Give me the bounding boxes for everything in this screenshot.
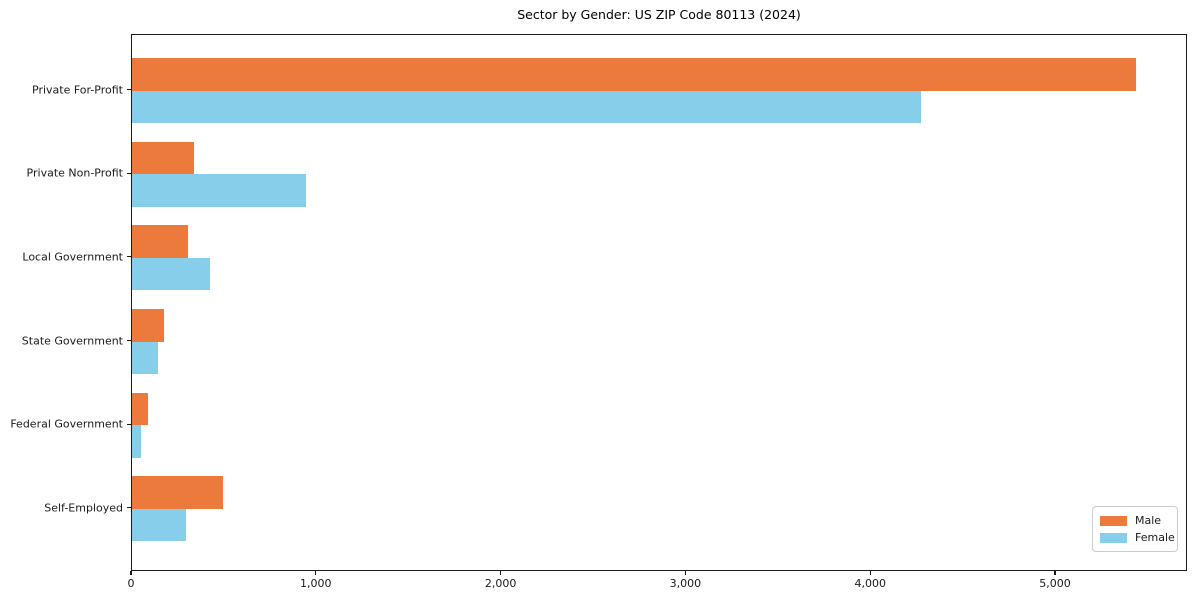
bar-male-private-non-profit [132,141,194,175]
y-tick-label-self-employed: Self-Employed [44,501,123,515]
legend-label-female: Female [1135,531,1175,544]
male-color-swatch [1100,515,1127,526]
bar-male-self-employed [132,476,223,509]
chart-title: Sector by Gender: US ZIP Code 80113 (202… [517,7,801,22]
y-tick-private-for-profit [127,89,131,91]
legend: Male Female [1092,506,1178,552]
legend-label-male: Male [1135,514,1162,527]
x-tick-label-1000: 1,000 [300,577,332,590]
bar-male-federal-government [132,392,148,426]
x-tick-5000 [1054,571,1056,575]
x-tick-label-2000: 2,000 [484,577,517,590]
bar-female-self-employed [132,508,186,542]
x-tick-label-4000: 4,000 [854,577,886,590]
bar-male-local-government [132,225,189,258]
x-tick-label-5000: 5,000 [1039,577,1071,590]
bar-female-federal-government [132,425,142,458]
y-tick-label-private-non-profit: Private Non-Profit [26,166,123,180]
y-tick-local-government [127,256,131,258]
bar-female-private-non-profit [132,174,306,207]
y-tick-label-federal-government: Federal Government [10,417,123,431]
x-tick-label-0: 0 [127,577,135,590]
x-tick-0 [130,571,132,575]
x-tick-3000 [684,571,686,575]
x-tick-2000 [500,571,502,575]
legend-item-male: Male [1100,514,1170,527]
x-tick-4000 [869,571,871,575]
y-tick-self-employed [127,507,131,509]
y-tick-state-government [127,339,131,342]
bar-female-local-government [132,257,210,291]
y-tick-federal-government [127,423,131,425]
y-tick-label-local-government: Local Government [22,250,123,264]
y-tick-private-non-profit [127,172,131,174]
bar-male-state-government [132,309,165,342]
x-tick-1000 [315,571,317,575]
bar-female-private-for-profit [132,90,922,124]
x-tick-label-3000: 3,000 [669,577,702,590]
y-tick-label-state-government: State Government [21,334,123,348]
bar-female-state-government [132,341,158,375]
bar-male-private-for-profit [132,58,1136,91]
female-color-swatch [1100,532,1127,543]
legend-item-female: Female [1100,531,1175,544]
plot-area [131,34,1187,571]
y-tick-label-private-for-profit: Private For-Profit [32,83,123,97]
